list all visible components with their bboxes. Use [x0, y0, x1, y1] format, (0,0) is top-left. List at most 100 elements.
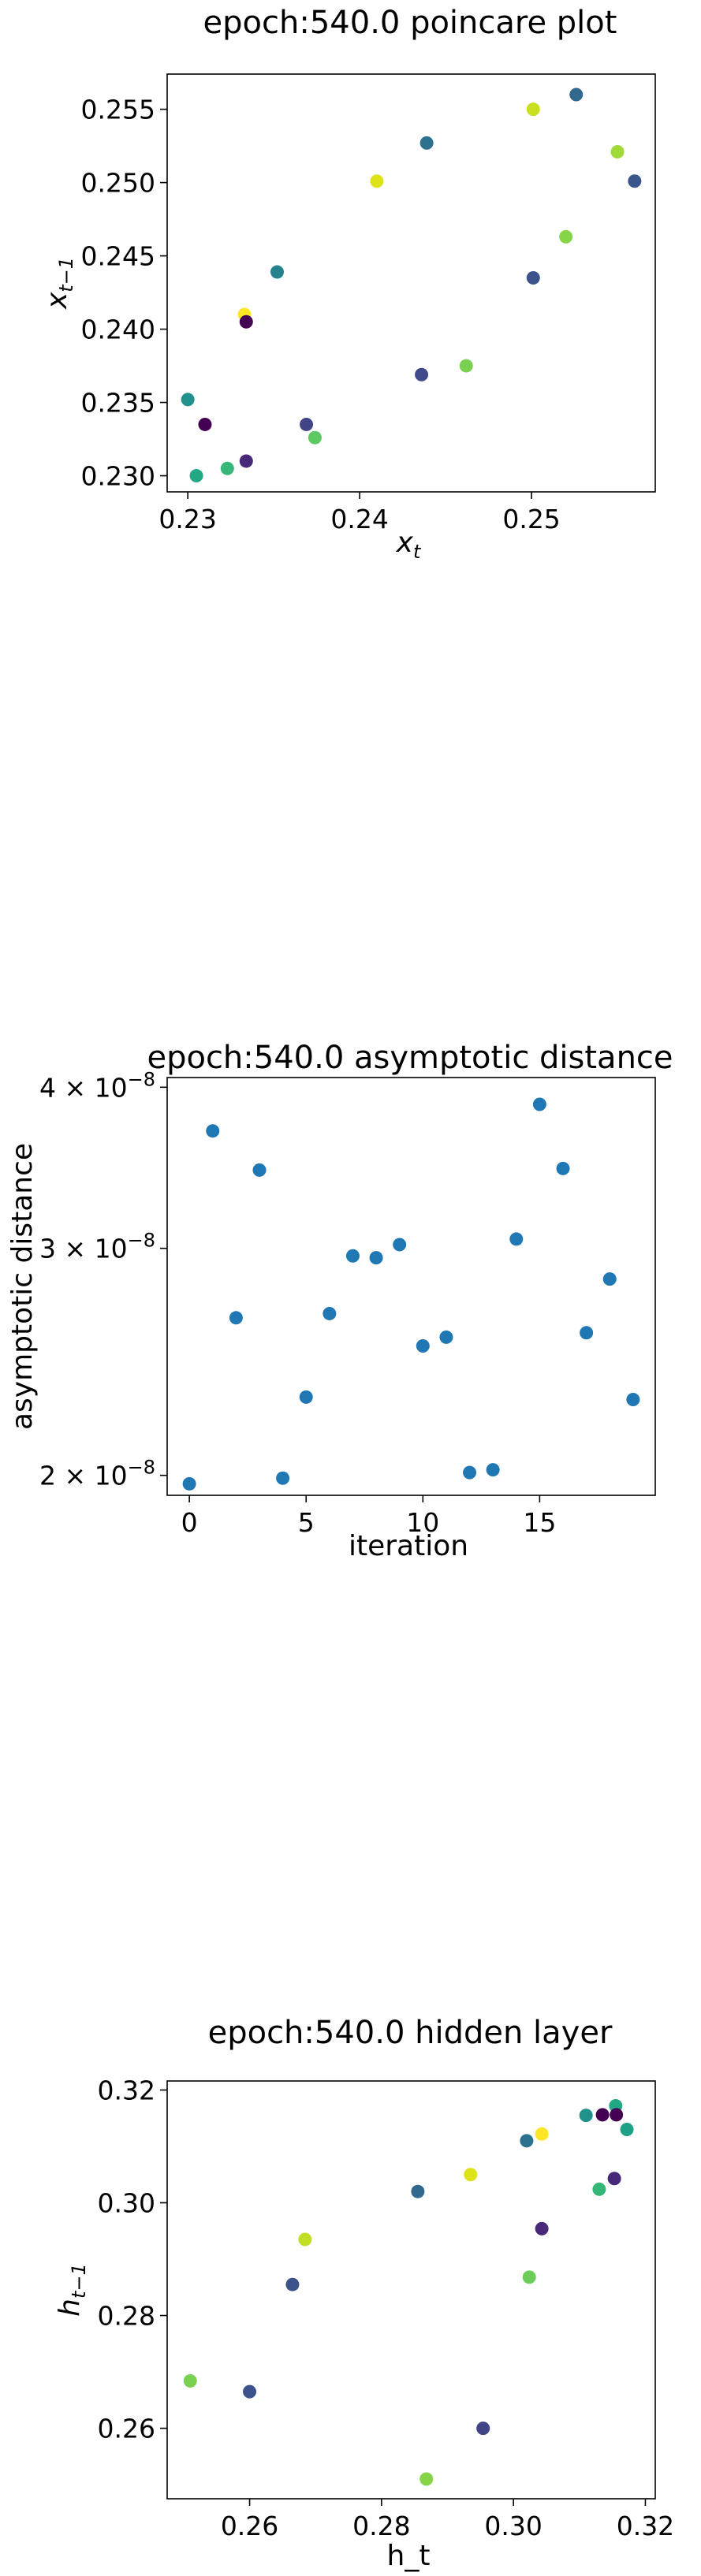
- scatter-point: [532, 1097, 546, 1111]
- scatter-point: [464, 2168, 478, 2182]
- scatter-point: [252, 1163, 267, 1177]
- scatter-point: [592, 2182, 606, 2196]
- y-tick-label: 0.245: [81, 241, 155, 272]
- scatter-point: [520, 2134, 534, 2148]
- x-tick-label: 10: [406, 1507, 439, 1538]
- scatter-point: [183, 2374, 197, 2388]
- scatter-point: [411, 2184, 425, 2198]
- y-tick-label: 0.32: [98, 2075, 155, 2105]
- scatter-point: [285, 2277, 300, 2291]
- scatter-point: [182, 1476, 196, 1491]
- scatter-point: [323, 1306, 337, 1320]
- scatter-point: [535, 2221, 549, 2235]
- y-tick-label: 4 × 10−8: [39, 1068, 155, 1103]
- scatter-point: [416, 1339, 430, 1353]
- y-tick-label: 3 × 10−8: [39, 1230, 155, 1264]
- hidden-x-ticks: 0.26 0.28 0.30 0.32: [221, 2499, 674, 2541]
- scatter-point: [559, 229, 573, 244]
- hidden-layer-frame: [166, 2080, 656, 2500]
- scatter-point: [556, 1161, 570, 1175]
- scatter-point: [419, 2472, 434, 2486]
- x-tick-label: 5: [298, 1507, 315, 1538]
- x-tick-label: 0.24: [330, 504, 388, 534]
- poincare-plot-panel: epoch:540.0 poincare plot 0.23 0.24 0.25 0…: [41, 5, 656, 563]
- y-tick-label: 0.230: [81, 461, 155, 492]
- scatter-point: [610, 145, 625, 159]
- scatter-point: [198, 417, 212, 431]
- scatter-point: [415, 367, 429, 382]
- scatter-point: [580, 1326, 594, 1340]
- hidden-points: [183, 2098, 634, 2486]
- scatter-point: [270, 265, 284, 279]
- scatter-point: [239, 454, 253, 468]
- scatter-point: [229, 1311, 243, 1325]
- scatter-point: [526, 270, 540, 285]
- hidden-layer-panel: epoch:540.0 hidden layer 0.26 0.28 0.30 0.3…: [54, 2015, 674, 2572]
- scatter-point: [579, 2109, 593, 2123]
- asymptotic-y-ticks: 2 × 10−8 3 × 10−8 4 × 10−8: [39, 1068, 167, 1491]
- scatter-point: [602, 1272, 617, 1286]
- scatter-point: [299, 1390, 313, 1404]
- scatter-point: [607, 2172, 621, 2186]
- poincare-y-ticks: 0.230 0.235 0.240 0.245 0.250 0.255: [81, 95, 167, 492]
- scatter-point: [239, 315, 253, 329]
- x-tick-label: 0: [181, 1507, 198, 1538]
- hidden-y-axis-label: ht−1: [54, 2263, 90, 2317]
- scatter-point: [345, 1249, 360, 1263]
- asymptotic-distance-panel: epoch:540.0 asymptotic distance 0 5 10 15 2…: [6, 1040, 673, 1562]
- scatter-point: [620, 2123, 634, 2137]
- scatter-point: [276, 1471, 290, 1485]
- asymptotic-points: [182, 1097, 640, 1491]
- x-tick-label: 0.32: [617, 2511, 674, 2541]
- y-tick-label: 2 × 10−8: [39, 1457, 155, 1491]
- hidden-x-axis-label: h_t: [387, 2540, 431, 2572]
- x-tick-label: 0.26: [221, 2511, 278, 2541]
- scatter-point: [308, 430, 322, 445]
- scatter-point: [369, 1251, 383, 1265]
- y-tick-label: 0.26: [98, 2414, 155, 2444]
- asymptotic-x-ticks: 0 5 10 15: [181, 1495, 556, 1538]
- scatter-point: [439, 1330, 453, 1344]
- y-tick-label: 0.28: [98, 2301, 155, 2332]
- scatter-point: [595, 2108, 610, 2122]
- y-tick-label: 0.250: [81, 168, 155, 199]
- x-tick-label: 0.25: [502, 504, 560, 534]
- asymptotic-x-axis-label: iteration: [349, 1530, 468, 1562]
- scatter-point: [370, 174, 384, 188]
- scatter-point: [419, 136, 434, 150]
- asymptotic-distance-frame: [166, 1077, 656, 1496]
- scatter-point: [610, 2108, 624, 2122]
- poincare-points: [181, 87, 642, 483]
- poincare-plot-title: epoch:540.0 poincare plot: [203, 5, 617, 41]
- scatter-point: [393, 1238, 407, 1252]
- scatter-point: [526, 102, 540, 117]
- scatter-point: [181, 393, 195, 407]
- hidden-layer-title: epoch:540.0 hidden layer: [208, 2015, 613, 2051]
- scatter-point: [243, 2384, 257, 2399]
- asymptotic-distance-title: epoch:540.0 asymptotic distance: [147, 1040, 673, 1076]
- scatter-point: [476, 2422, 490, 2436]
- scatter-point: [628, 174, 642, 188]
- scatter-point: [220, 461, 234, 475]
- scatter-point: [206, 1124, 220, 1138]
- scatter-point: [486, 1463, 500, 1477]
- y-tick-label: 0.240: [81, 315, 155, 345]
- x-tick-label: 15: [523, 1507, 556, 1538]
- scatter-point: [509, 1232, 524, 1246]
- scatter-point: [459, 359, 473, 373]
- scatter-point: [463, 1465, 477, 1480]
- hidden-y-ticks: 0.26 0.28 0.30 0.32: [98, 2075, 167, 2444]
- scatter-point: [522, 2270, 536, 2284]
- y-tick-label: 0.30: [98, 2187, 155, 2218]
- scatter-point: [535, 2127, 549, 2141]
- x-tick-label: 0.23: [158, 504, 216, 534]
- scatter-point: [569, 87, 584, 102]
- scatter-point: [300, 417, 314, 431]
- y-tick-label: 0.255: [81, 95, 155, 125]
- poincare-x-axis-label: xt: [396, 527, 422, 563]
- y-tick-label: 0.235: [81, 388, 155, 419]
- scatter-point: [189, 469, 203, 483]
- poincare-y-axis-label: xt−1: [41, 257, 77, 310]
- poincare-x-ticks: 0.23 0.24 0.25: [158, 492, 561, 534]
